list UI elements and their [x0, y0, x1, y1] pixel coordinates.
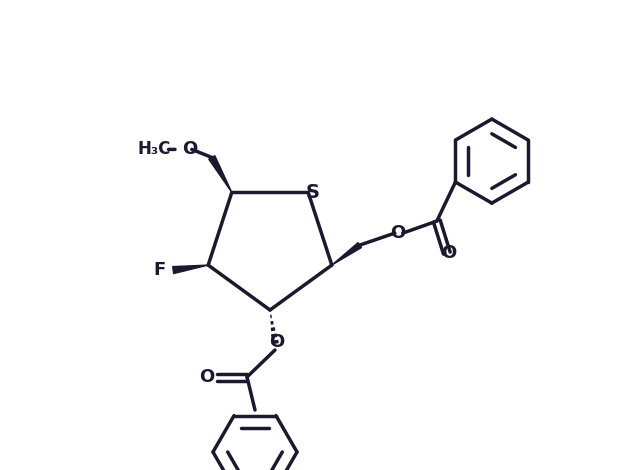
Polygon shape: [173, 265, 208, 274]
Polygon shape: [209, 156, 232, 192]
Text: O: O: [200, 368, 214, 386]
Text: F: F: [153, 261, 165, 279]
Text: O: O: [182, 141, 197, 158]
Polygon shape: [332, 243, 362, 265]
Text: O: O: [441, 244, 456, 262]
Text: O: O: [269, 333, 285, 351]
Text: O: O: [390, 224, 406, 242]
Text: S: S: [305, 183, 319, 202]
Text: H₃C: H₃C: [137, 141, 170, 158]
